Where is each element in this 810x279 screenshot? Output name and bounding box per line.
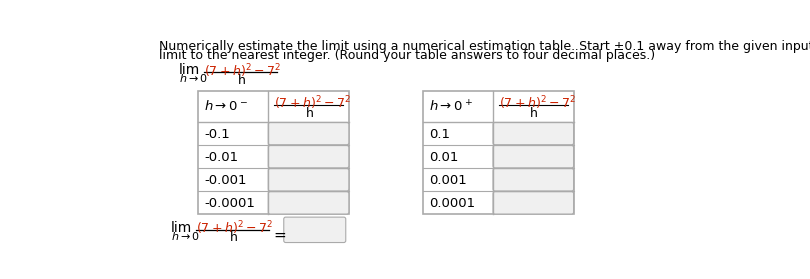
FancyBboxPatch shape xyxy=(493,146,573,168)
FancyBboxPatch shape xyxy=(268,192,349,214)
Text: h: h xyxy=(237,74,245,86)
FancyBboxPatch shape xyxy=(493,169,573,191)
Text: lim: lim xyxy=(171,221,192,235)
Text: -0.0001: -0.0001 xyxy=(204,198,255,210)
Text: h: h xyxy=(305,107,313,120)
FancyBboxPatch shape xyxy=(493,192,573,214)
Text: =: = xyxy=(273,227,286,242)
FancyBboxPatch shape xyxy=(268,122,349,145)
Text: $(7 + h)^2 - 7^2$: $(7 + h)^2 - 7^2$ xyxy=(499,94,576,112)
Text: limit to the nearest integer. (Round your table answers to four decimal places.): limit to the nearest integer. (Round you… xyxy=(160,49,655,62)
Text: $(7 + h)^2 - 7^2$: $(7 + h)^2 - 7^2$ xyxy=(196,220,273,237)
Text: $h \rightarrow 0^-$: $h \rightarrow 0^-$ xyxy=(204,99,248,113)
Text: 0.01: 0.01 xyxy=(429,151,458,164)
Text: $(7 + h)^2 - 7^2$: $(7 + h)^2 - 7^2$ xyxy=(274,94,351,112)
FancyBboxPatch shape xyxy=(268,169,349,191)
Text: $(7 + h)^2 - 7^2$: $(7 + h)^2 - 7^2$ xyxy=(203,62,280,80)
Text: $h \rightarrow 0$: $h \rightarrow 0$ xyxy=(171,230,200,242)
FancyBboxPatch shape xyxy=(493,122,573,145)
Text: $h \rightarrow 0$: $h \rightarrow 0$ xyxy=(179,72,208,84)
Text: 0.0001: 0.0001 xyxy=(429,198,475,210)
Text: $h \rightarrow 0^+$: $h \rightarrow 0^+$ xyxy=(429,99,473,114)
FancyBboxPatch shape xyxy=(268,146,349,168)
Text: 0.001: 0.001 xyxy=(429,174,467,187)
Text: -0.1: -0.1 xyxy=(204,128,230,141)
Bar xyxy=(423,91,574,215)
Bar xyxy=(198,91,349,215)
Text: h: h xyxy=(531,107,538,120)
Text: -0.001: -0.001 xyxy=(204,174,247,187)
Text: lim: lim xyxy=(179,63,200,77)
Text: h: h xyxy=(230,231,238,244)
Text: Numerically estimate the limit using a numerical estimation table. Start ±0.1 aw: Numerically estimate the limit using a n… xyxy=(160,40,810,53)
FancyBboxPatch shape xyxy=(284,217,346,242)
Text: -0.01: -0.01 xyxy=(204,151,238,164)
Text: 0.1: 0.1 xyxy=(429,128,450,141)
